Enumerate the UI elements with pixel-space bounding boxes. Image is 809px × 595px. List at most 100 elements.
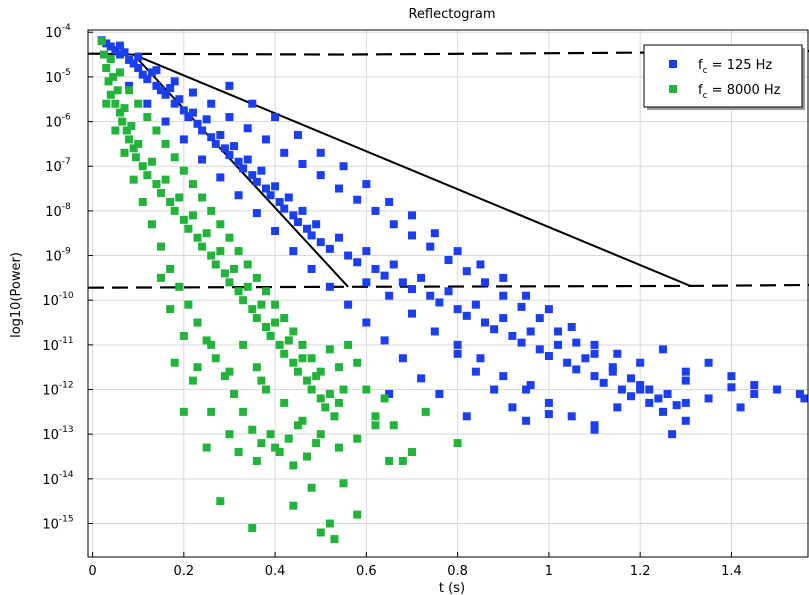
scatter-point <box>143 113 152 122</box>
scatter-point <box>170 99 179 108</box>
scatter-point <box>426 291 435 300</box>
scatter-point <box>371 412 380 421</box>
scatter-point <box>161 139 170 148</box>
scatter-point <box>257 376 266 385</box>
scatter-point <box>407 309 416 318</box>
y-tick-label: 10-15 <box>42 515 73 533</box>
scatter-point <box>106 90 115 99</box>
scatter-point <box>252 209 261 218</box>
scatter-point <box>522 385 531 394</box>
y-tick-label: 10-11 <box>42 336 73 354</box>
scatter-point <box>407 211 416 220</box>
scatter-point <box>289 461 298 470</box>
scatter-point <box>334 184 343 193</box>
scatter-point <box>129 59 138 68</box>
scatter-point <box>681 416 690 425</box>
y-tick-label: 10-6 <box>45 113 71 131</box>
scatter-point <box>252 273 261 282</box>
scatter-point <box>106 55 115 64</box>
y-tick-label: 10-7 <box>45 157 71 175</box>
series-0 <box>97 36 809 439</box>
scatter-point <box>421 407 430 416</box>
scatter-point <box>316 394 325 403</box>
scatter-point <box>572 338 581 347</box>
scatter-point <box>211 354 220 363</box>
scatter-point <box>102 39 111 48</box>
scatter-point <box>188 108 197 117</box>
scatter-point <box>179 166 188 175</box>
scatter-point <box>225 81 234 90</box>
scatter-point <box>316 238 325 247</box>
scatter-point <box>266 331 275 340</box>
scatter-point <box>316 430 325 439</box>
scatter-point <box>211 139 220 148</box>
legend-marker <box>669 60 677 68</box>
scatter-point <box>188 211 197 220</box>
scatter-point <box>257 439 266 448</box>
scatter-point <box>211 260 220 269</box>
scatter-point <box>613 349 622 358</box>
scatter-point <box>608 363 617 372</box>
scatter-point <box>198 242 207 251</box>
scatter-point <box>280 148 289 157</box>
scatter-point <box>152 81 161 90</box>
scatter-point <box>380 271 389 280</box>
scatter-point <box>325 519 334 528</box>
scatter-point <box>125 55 134 64</box>
scatter-point <box>216 247 225 256</box>
scatter-point <box>590 349 599 358</box>
scatter-point <box>353 195 362 204</box>
scatter-point <box>230 389 239 398</box>
scatter-point <box>175 193 184 202</box>
scatter-point <box>275 197 284 206</box>
x-tick-label: 1.2 <box>630 564 651 579</box>
scatter-point <box>298 159 307 168</box>
scatter-point <box>261 385 270 394</box>
scatter-point <box>289 327 298 336</box>
scatter-point <box>179 215 188 224</box>
scatter-point <box>499 372 508 381</box>
scatter-point <box>636 358 645 367</box>
scatter-point <box>672 401 681 410</box>
scatter-point <box>481 318 490 327</box>
scatter-point <box>344 300 353 309</box>
scatter-point <box>166 84 175 93</box>
scatter-point <box>380 394 389 403</box>
scatter-point <box>239 407 248 416</box>
scatter-point <box>280 349 289 358</box>
x-tick-label: 0.8 <box>447 564 468 579</box>
scatter-point <box>193 363 202 372</box>
scatter-point <box>453 439 462 448</box>
scatter-point <box>102 63 111 72</box>
x-tick-label: 0.6 <box>356 564 377 579</box>
scatter-point <box>298 340 307 349</box>
scatter-point <box>385 197 394 206</box>
scatter-point <box>207 133 216 142</box>
scatter-point <box>362 318 371 327</box>
scatter-point <box>138 70 147 79</box>
scatter-point <box>681 376 690 385</box>
scatter-point <box>371 264 380 273</box>
scatter-point <box>385 389 394 398</box>
scatter-point <box>490 385 499 394</box>
scatter-point <box>385 291 394 300</box>
scatter-point <box>261 287 270 296</box>
scatter-point <box>289 247 298 256</box>
scatter-point <box>266 191 275 200</box>
scatter-point <box>234 247 243 256</box>
scatter-point <box>188 180 197 189</box>
scatter-point <box>271 318 280 327</box>
scatter-point <box>325 345 334 354</box>
x-axis-ticks: 0 0.2 0.4 0.6 0.8 1 1.2 1.4 <box>88 552 742 579</box>
scatter-point <box>704 358 713 367</box>
scatter-point <box>243 124 252 133</box>
scatter-point <box>234 287 243 296</box>
scatter-point <box>225 233 234 242</box>
scatter-point <box>293 421 302 430</box>
scatter-point <box>220 269 229 278</box>
scatter-point <box>157 86 166 95</box>
scatter-point <box>97 37 106 46</box>
scatter-point <box>517 338 526 347</box>
scatter-point <box>248 99 257 108</box>
scatter-point <box>522 291 531 300</box>
